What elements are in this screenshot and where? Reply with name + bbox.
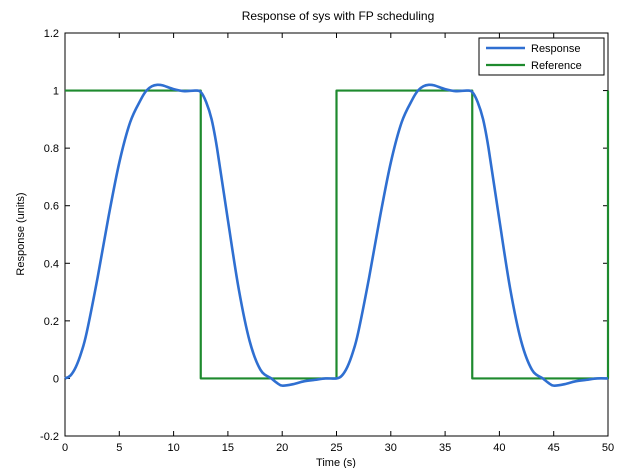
- chart-title: Response of sys with FP scheduling: [242, 9, 435, 23]
- legend: Response Reference: [478, 37, 605, 76]
- x-tick-label: 5: [116, 442, 122, 454]
- reference-line: [65, 89, 610, 380]
- x-tick-label: 0: [62, 442, 68, 454]
- x-tick-label: 20: [276, 442, 288, 454]
- y-tick-label: 0.2: [44, 316, 59, 328]
- legend-label-reference: Reference: [531, 60, 582, 72]
- y-axis-label: Response (units): [15, 192, 27, 275]
- x-tick-label: 40: [493, 442, 505, 454]
- axis-ticks: 0 5 10 15 20 25 30 35 40 45 50-0.200.20.40.60.811.…: [40, 28, 614, 454]
- y-tick-label: 0: [53, 373, 59, 385]
- x-tick-label: 15: [222, 442, 234, 454]
- y-tick-label: 0.6: [44, 201, 59, 213]
- response-line: [64, 83, 609, 387]
- y-tick-label: 0.8: [44, 143, 59, 155]
- legend-label-response: Response: [531, 43, 581, 55]
- x-axis-label: Time (s): [316, 457, 356, 468]
- legend-box: [478, 37, 605, 76]
- series-lines: [64, 83, 610, 387]
- y-tick-label: 0.4: [44, 258, 59, 270]
- y-tick-label: -0.2: [40, 431, 59, 443]
- x-tick-label: 50: [602, 442, 614, 454]
- y-tick-label: 1.2: [44, 28, 59, 40]
- x-tick-label: 35: [439, 442, 451, 454]
- x-tick-label: 10: [167, 442, 179, 454]
- x-tick-label: 25: [330, 442, 342, 454]
- y-tick-label: 1: [53, 86, 59, 98]
- x-tick-label: 45: [548, 442, 560, 454]
- x-tick-label: 30: [385, 442, 397, 454]
